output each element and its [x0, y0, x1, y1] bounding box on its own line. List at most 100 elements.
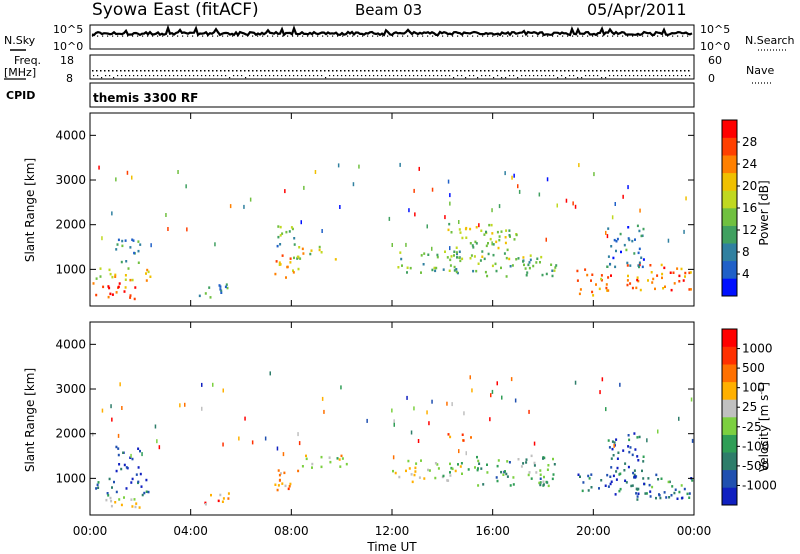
freq-dot [368, 70, 370, 72]
velocity-cell [137, 447, 140, 450]
velocity-cell [645, 492, 648, 495]
power-cell [167, 227, 169, 231]
power-cell [408, 208, 410, 213]
freq-dot [420, 70, 422, 72]
power-cell [647, 279, 649, 282]
freq-dot [100, 70, 102, 72]
power-cell [150, 243, 152, 248]
power-cell [490, 223, 493, 227]
power-cell [298, 246, 301, 249]
nave-dot [645, 75, 647, 77]
nave-dot [605, 77, 607, 79]
freq-dot [536, 70, 538, 72]
power-cell [455, 270, 458, 274]
velocity-cell [117, 433, 120, 438]
freq-dot [120, 70, 122, 72]
nave-dot [597, 75, 599, 77]
power-cell [496, 230, 499, 234]
freq-dot [108, 70, 110, 72]
freq-dot [164, 70, 166, 72]
power-cell [636, 224, 639, 228]
velocity-colorbar-tick-label: -500 [742, 459, 769, 473]
velocity-cell [447, 433, 450, 436]
freq-dot [564, 70, 566, 72]
power-cell [550, 263, 553, 266]
velocity-cell [204, 501, 207, 505]
freq-dot [540, 70, 542, 72]
freq-dot [516, 70, 518, 72]
velocity-cell [528, 409, 530, 414]
velocity-cell [490, 393, 492, 398]
nsearch-dot [212, 35, 214, 37]
power-cell [555, 264, 558, 267]
velocity-cell [336, 457, 339, 460]
nave-dot [381, 75, 383, 77]
freq-dot [276, 70, 278, 72]
nave-dot [173, 75, 175, 77]
velocity-cell [642, 477, 645, 480]
velocity-cell [647, 477, 650, 480]
power-colorbar-tick-label: 16 [742, 201, 757, 215]
nave-dot [553, 75, 555, 77]
velocity-cell [129, 456, 132, 459]
velocity-cell [405, 469, 407, 473]
nave-dot [177, 75, 179, 77]
power-cell [505, 229, 508, 232]
power-cell [293, 243, 296, 246]
nsearch-dot [327, 35, 329, 37]
velocity-cell [446, 401, 448, 406]
power-ylabel: Slant Range [km] [23, 158, 37, 262]
power-cell [652, 277, 655, 281]
velocity-cell [588, 477, 591, 480]
power-cell [475, 226, 478, 229]
power-cell [318, 248, 321, 252]
power-cell [607, 289, 610, 292]
power-cell [503, 252, 506, 255]
velocity-cell [618, 489, 621, 493]
nsearch-dot [172, 35, 174, 37]
nsearch-dot [227, 35, 229, 37]
velocity-cell [512, 483, 515, 486]
power-cell [132, 239, 135, 242]
power-cell [523, 263, 525, 267]
power-cell [498, 238, 501, 242]
beam-label: Beam 03 [355, 1, 422, 19]
velocity-cell [517, 458, 520, 461]
velocity-cell [408, 467, 411, 470]
velocity-cell [143, 491, 146, 495]
velocity-cell [542, 457, 544, 460]
power-cell [303, 185, 305, 190]
nave-dot [669, 75, 671, 77]
nave-dot [221, 75, 223, 77]
freq-dot [488, 70, 490, 72]
velocity-cell [633, 432, 636, 435]
nave-dot [261, 75, 263, 77]
freq-dot [152, 70, 154, 72]
nave-dot [437, 75, 439, 77]
power-cell [449, 246, 451, 251]
nave-dot [281, 75, 283, 77]
velocity-cell [552, 457, 554, 461]
nave-dot [589, 75, 591, 77]
velocity-cell [434, 476, 437, 480]
nsky-tick-top: 10^5 [53, 23, 83, 36]
velocity-cell [623, 469, 626, 472]
freq-dot [604, 70, 606, 72]
nave-dot [285, 75, 287, 77]
velocity-cell [609, 482, 612, 486]
nave-dot [461, 75, 463, 77]
power-cell [637, 279, 640, 283]
nsearch-dot [492, 35, 494, 37]
power-cell [628, 238, 631, 242]
velocity-cell [539, 483, 542, 487]
freq-dot [284, 70, 286, 72]
power-cell [109, 272, 112, 276]
power-cell [461, 236, 464, 240]
velocity-colorbar-swatch [722, 364, 737, 383]
power-colorbar-swatch [722, 137, 737, 156]
velocity-cell [279, 472, 282, 475]
time-axis: 00:00 04:00 08:00 12:00 16:00 20:00 00:00 [73, 524, 712, 538]
freq-dot [460, 70, 462, 72]
power-cell [670, 288, 673, 292]
power-cell [528, 266, 531, 270]
